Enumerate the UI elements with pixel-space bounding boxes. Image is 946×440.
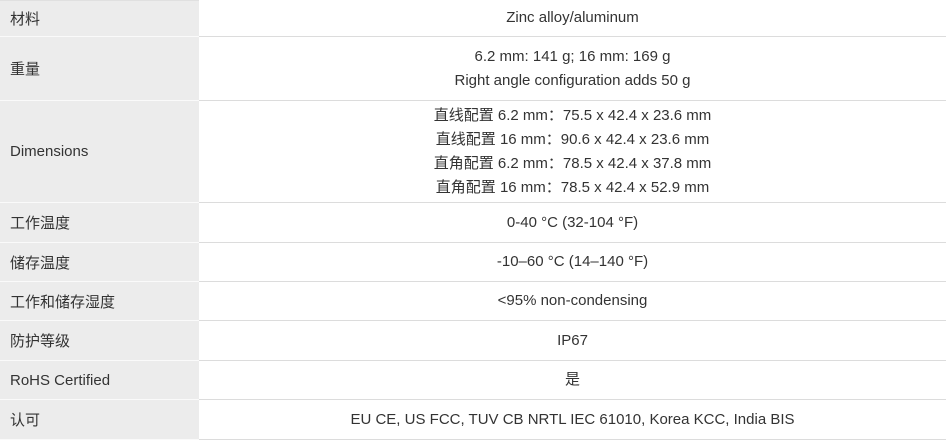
table-row-material: 材料 Zinc alloy/aluminum (0, 0, 946, 37)
row-label: 重量 (0, 36, 199, 101)
row-label: 储存温度 (0, 242, 199, 282)
row-label: 认可 (0, 399, 199, 440)
table-row-rohs: RoHS Certified 是 (0, 360, 946, 400)
value-line: EU CE, US FCC, TUV CB NRTL IEC 61010, Ko… (350, 410, 795, 428)
table-row-humidity: 工作和储存湿度 <95% non-condensing (0, 281, 946, 321)
value-line: 直线配置 6.2 mm：75.5 x 42.4 x 23.6 mm (433, 106, 712, 124)
value-line: <95% non-condensing (497, 292, 648, 309)
value-line: 0-40 °C (32-104 °F) (506, 213, 639, 231)
value-line: -10–60 °C (14–140 °F) (496, 253, 649, 270)
row-value: Zinc alloy/aluminum (199, 0, 946, 37)
value-line: 直线配置 16 mm：90.6 x 42.4 x 23.6 mm (435, 130, 710, 148)
row-label: 材料 (0, 0, 199, 37)
row-value: -10–60 °C (14–140 °F) (199, 242, 946, 282)
value-line: IP67 (557, 331, 588, 349)
row-value: 6.2 mm: 141 g; 16 mm: 169 g Right angle … (199, 36, 946, 101)
value-line: Zinc alloy/aluminum (506, 9, 639, 27)
table-row-weight: 重量 6.2 mm: 141 g; 16 mm: 169 g Right ang… (0, 36, 946, 101)
row-value: 0-40 °C (32-104 °F) (199, 202, 946, 243)
table-row-operating-temperature: 工作温度 0-40 °C (32-104 °F) (0, 202, 946, 243)
value-line: 6.2 mm: 141 g; 16 mm: 169 g (474, 47, 671, 65)
table-row-dimensions: Dimensions 直线配置 6.2 mm：75.5 x 42.4 x 23.… (0, 100, 946, 203)
row-value: 是 (199, 360, 946, 400)
row-value: <95% non-condensing (199, 281, 946, 321)
value-line: Right angle configuration adds 50 g (454, 71, 691, 89)
table-row-storage-temperature: 储存温度 -10–60 °C (14–140 °F) (0, 242, 946, 282)
row-value: EU CE, US FCC, TUV CB NRTL IEC 61010, Ko… (199, 399, 946, 440)
row-label: 工作温度 (0, 202, 199, 243)
value-line: 直角配置 6.2 mm：78.5 x 42.4 x 37.8 mm (433, 154, 712, 172)
value-line: 直角配置 16 mm：78.5 x 42.4 x 52.9 mm (435, 178, 710, 196)
row-label: 防护等级 (0, 320, 199, 361)
value-line: 是 (564, 371, 580, 388)
row-value: 直线配置 6.2 mm：75.5 x 42.4 x 23.6 mm 直线配置 1… (199, 100, 946, 203)
row-label: 工作和储存湿度 (0, 281, 199, 321)
table-row-certifications: 认可 EU CE, US FCC, TUV CB NRTL IEC 61010,… (0, 399, 946, 440)
row-value: IP67 (199, 320, 946, 361)
row-label: Dimensions (0, 100, 199, 203)
row-label: RoHS Certified (0, 360, 199, 400)
table-row-ip-rating: 防护等级 IP67 (0, 320, 946, 361)
